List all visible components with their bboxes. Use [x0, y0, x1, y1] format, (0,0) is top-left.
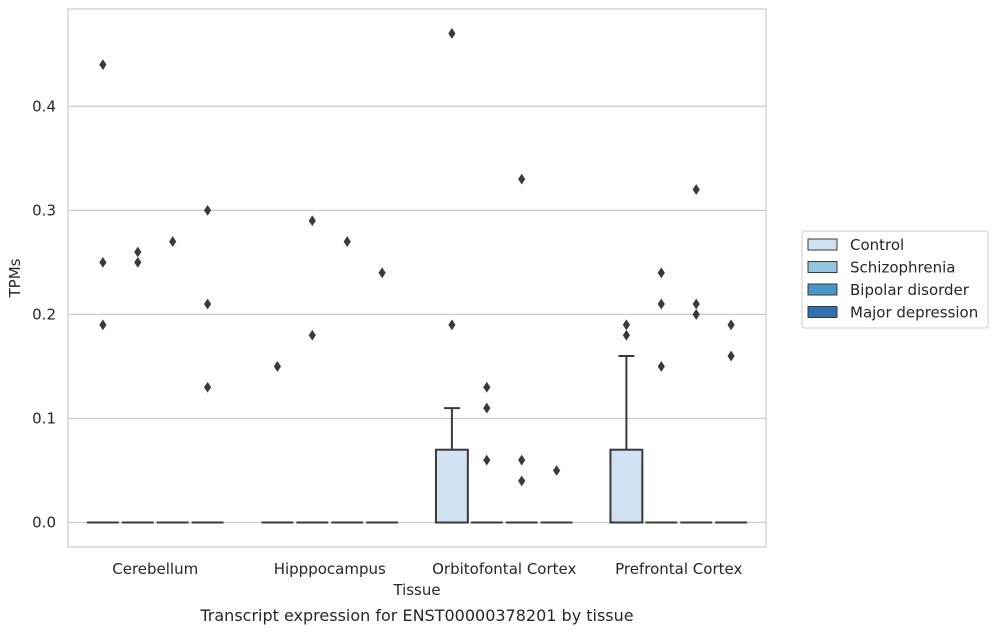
legend-swatch — [807, 306, 838, 318]
outlier-point — [483, 381, 491, 393]
outlier-point — [692, 309, 700, 320]
legend-swatch — [807, 283, 838, 296]
outlier-point — [169, 236, 177, 247]
outlier-point — [99, 319, 107, 331]
y-tick-label: 0.3 — [32, 201, 56, 219]
outlier-point — [99, 59, 107, 71]
x-tick-label: Hipppocampus — [274, 560, 386, 578]
legend: Control Schizophrenia Bipolar disorder Majo… — [801, 230, 989, 329]
outlier-point — [308, 215, 316, 227]
outlier-point — [448, 319, 456, 331]
outlier-point — [134, 246, 142, 258]
y-tick-label: 0.0 — [32, 514, 56, 532]
y-axis-label: TPMs — [6, 258, 24, 298]
box-group — [86, 355, 748, 524]
outlier-point — [343, 236, 351, 247]
outlier-point — [657, 361, 665, 372]
outlier-point — [378, 267, 386, 279]
x-tick-label: Cerebellum — [112, 560, 198, 578]
outlier-point — [518, 173, 526, 185]
legend-label: Control — [850, 236, 904, 254]
y-tick-labels: 0.0 0.1 0.2 0.3 0.4 — [32, 97, 56, 531]
outlier-point — [518, 454, 526, 466]
legend-swatch — [807, 238, 838, 251]
outlier-point — [448, 28, 456, 39]
outlier-point — [553, 465, 561, 476]
outlier-point — [483, 402, 491, 414]
outlier-point — [657, 298, 665, 310]
outlier-point — [99, 256, 107, 268]
outlier-point — [622, 319, 630, 331]
x-tick-labels: Cerebellum Hipppocampus Orbitofontal Corte… — [112, 560, 742, 578]
outlier-point — [483, 454, 491, 466]
outlier-point — [204, 204, 212, 216]
outlier-point — [727, 319, 735, 331]
y-tick-label: 0.1 — [32, 409, 56, 427]
box-control — [434, 448, 469, 524]
outlier-point — [692, 298, 700, 310]
legend-label: Bipolar disorder — [850, 281, 970, 299]
chart-caption: Transcript expression for ENST0000037820… — [199, 606, 633, 625]
box-control — [609, 448, 644, 524]
x-tick-label: Prefrontal Cortex — [615, 560, 742, 578]
outlier-point — [308, 329, 316, 341]
plot-frame — [67, 8, 767, 548]
outlier-point — [727, 350, 735, 362]
outlier-point — [657, 267, 665, 279]
outlier-point — [204, 298, 212, 310]
y-tick-label: 0.4 — [32, 97, 56, 115]
legend-label: Major depression — [850, 304, 978, 322]
legend-swatch — [807, 261, 838, 273]
legend-label: Schizophrenia — [850, 259, 955, 277]
x-axis-label: Tissue — [392, 581, 440, 599]
outlier-point — [273, 361, 281, 372]
x-tick-label: Orbitofontal Cortex — [432, 560, 576, 578]
outlier-point — [622, 329, 630, 341]
outlier-point — [204, 381, 212, 393]
legend-frame — [801, 230, 989, 329]
outlier-group — [99, 28, 735, 487]
outlier-point — [518, 475, 526, 487]
outlier-point — [692, 184, 700, 195]
y-tick-label: 0.2 — [32, 305, 56, 323]
outlier-point — [134, 256, 142, 268]
